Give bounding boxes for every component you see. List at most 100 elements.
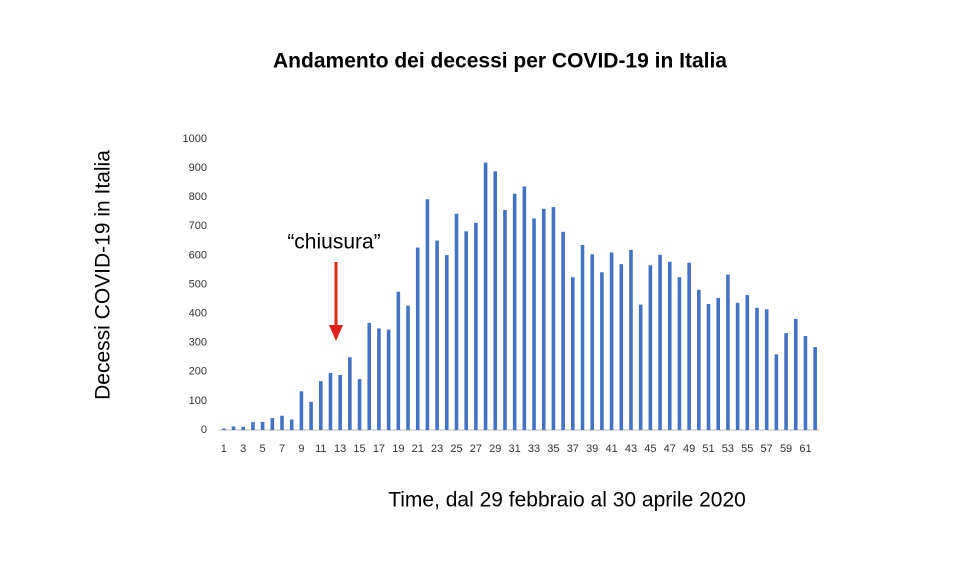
x-tick-label: 39 <box>586 443 598 455</box>
x-tick-label: 5 <box>260 443 266 455</box>
bar <box>251 422 255 430</box>
bar <box>658 254 662 430</box>
bar <box>532 218 536 430</box>
bar <box>425 199 430 430</box>
annotation-arrowhead <box>329 325 343 341</box>
bar <box>522 186 527 430</box>
bar <box>415 247 420 430</box>
bar <box>299 391 304 430</box>
bar <box>580 244 585 430</box>
bar <box>474 222 478 430</box>
x-tick-label: 3 <box>240 443 246 455</box>
bar <box>764 309 769 430</box>
bar <box>745 294 750 430</box>
bar <box>600 272 604 430</box>
x-tick-label: 53 <box>722 443 734 455</box>
bar <box>367 322 372 430</box>
bar <box>813 347 817 430</box>
x-tick-label: 59 <box>780 443 792 455</box>
x-tick-label: 29 <box>489 443 501 455</box>
x-tick-label: 33 <box>528 443 540 455</box>
y-tick-label: 200 <box>189 366 207 378</box>
bar <box>706 303 711 430</box>
bar <box>551 207 556 430</box>
bar <box>629 249 633 430</box>
y-tick-label: 800 <box>189 191 207 203</box>
bar <box>338 375 342 430</box>
bar <box>328 372 333 430</box>
x-axis-label: Time, dal 29 febbraio al 30 aprile 2020 <box>388 489 746 512</box>
x-tick-label: 27 <box>470 443 482 455</box>
y-tick-label: 500 <box>189 278 207 290</box>
bar <box>348 357 352 430</box>
bar <box>677 277 682 430</box>
bar <box>609 252 614 430</box>
bar <box>561 231 565 430</box>
bar <box>503 210 507 430</box>
bar <box>222 428 226 430</box>
x-tick-label: 15 <box>353 443 365 455</box>
bar <box>377 328 381 430</box>
bar <box>735 302 740 430</box>
bar <box>697 289 701 430</box>
bar <box>793 318 798 430</box>
x-tick-label: 13 <box>334 443 346 455</box>
y-tick-label: 300 <box>189 337 207 349</box>
bar <box>619 264 624 430</box>
bar <box>784 333 788 430</box>
bar <box>270 418 275 430</box>
bar <box>309 401 313 430</box>
annotation: “chiusura” <box>287 231 380 254</box>
bar <box>280 415 284 430</box>
x-tick-label: 41 <box>605 443 617 455</box>
x-tick-label: 47 <box>664 443 676 455</box>
bar <box>435 240 439 430</box>
bar <box>396 291 401 430</box>
bar <box>454 213 459 430</box>
bar <box>638 304 643 430</box>
y-tick-label: 0 <box>201 424 207 436</box>
x-tick-label: 11 <box>315 443 326 455</box>
x-tick-label: 9 <box>298 443 304 455</box>
bar <box>444 255 449 430</box>
bar <box>386 329 391 430</box>
y-tick-label: 700 <box>189 220 207 232</box>
x-tick-label: 49 <box>683 443 695 455</box>
bar <box>648 265 653 430</box>
bar <box>774 354 779 430</box>
x-tick-label: 37 <box>567 443 579 455</box>
x-tick-label: 19 <box>392 443 404 455</box>
bar <box>541 208 546 430</box>
x-tick-label: 1 <box>221 443 227 455</box>
x-tick-label: 57 <box>761 443 773 455</box>
bar <box>241 426 246 430</box>
y-tick-label: 900 <box>189 162 207 174</box>
bar <box>493 171 498 430</box>
bar <box>464 231 468 430</box>
x-tick-label: 61 <box>799 443 811 455</box>
bar <box>590 254 595 430</box>
y-tick-label: 600 <box>189 249 207 261</box>
bar <box>687 262 691 430</box>
bar <box>726 274 730 430</box>
x-tick-label: 45 <box>644 443 656 455</box>
bar <box>483 162 488 431</box>
bar <box>260 421 265 430</box>
bar <box>755 307 759 430</box>
x-tick-label: 23 <box>431 443 443 455</box>
bar <box>357 379 362 430</box>
y-tick-label: 1000 <box>183 133 207 145</box>
x-tick-label: 35 <box>547 443 559 455</box>
x-tick-label: 25 <box>450 443 462 455</box>
x-tick-label: 17 <box>373 443 385 455</box>
bar <box>571 277 575 430</box>
bar <box>406 305 410 430</box>
bar <box>716 297 721 430</box>
y-tick-label: 100 <box>189 395 207 407</box>
x-tick-label: 51 <box>702 443 714 455</box>
chart-title: Andamento dei decessi per COVID-19 in It… <box>273 50 727 73</box>
bar <box>289 419 294 430</box>
bar <box>231 426 236 430</box>
x-tick-label: 55 <box>741 443 753 455</box>
